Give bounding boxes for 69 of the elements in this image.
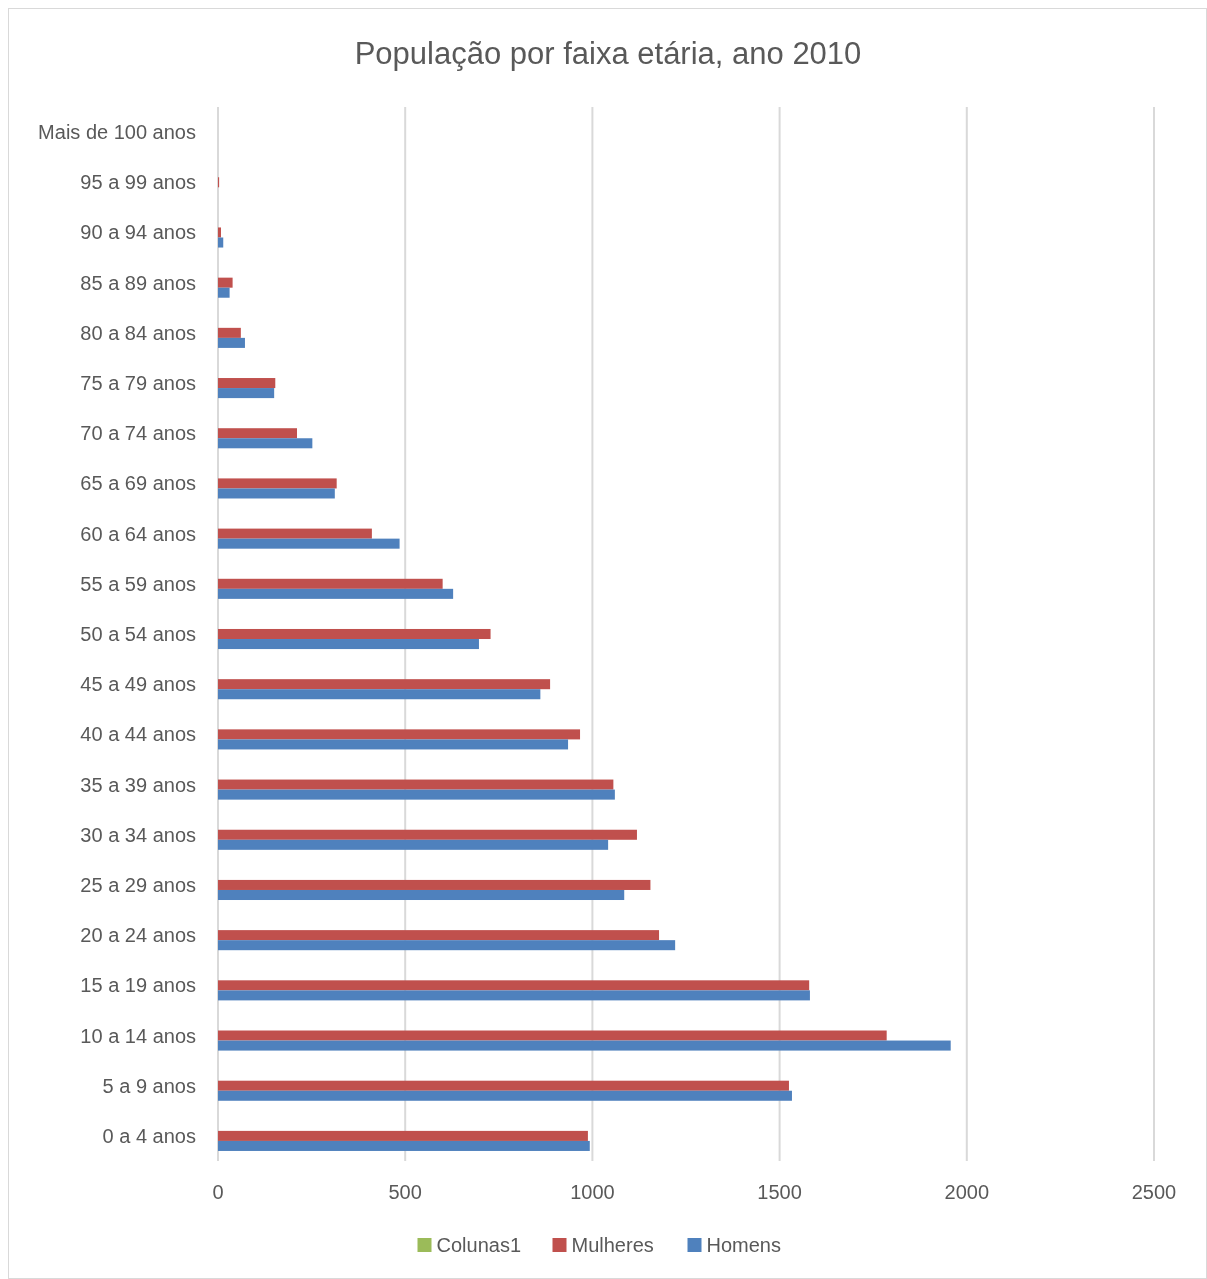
y-tick-label: 0 a 4 anos (102, 1124, 196, 1147)
x-tick-label: 2500 (1131, 1181, 1177, 1203)
bar (218, 779, 614, 790)
bar (218, 940, 676, 951)
legend-label: Mulheres (571, 1234, 654, 1256)
bar (218, 980, 810, 991)
bar (218, 990, 810, 1001)
x-tick-label: 500 (388, 1181, 422, 1203)
y-tick-label: 70 a 74 anos (80, 422, 196, 445)
bar (218, 438, 313, 449)
bar (218, 930, 660, 941)
bar (218, 679, 551, 690)
y-tick-label: Mais de 100 anos (38, 121, 196, 144)
bar (218, 829, 637, 840)
x-tick-label: 2000 (944, 1181, 990, 1203)
y-tick-label: 75 a 79 anos (80, 372, 196, 395)
bar (218, 879, 651, 890)
bar (218, 739, 569, 750)
bar (218, 588, 454, 599)
y-tick-label: 10 a 14 anos (80, 1024, 196, 1047)
y-tick-label: 80 a 84 anos (80, 321, 196, 344)
bar (218, 1030, 887, 1041)
bar (218, 227, 221, 238)
y-tick-label: 50 a 54 anos (80, 623, 196, 645)
bar (218, 628, 491, 640)
y-tick-label: 85 a 89 anos (80, 271, 196, 294)
x-tick-label: 0 (212, 1181, 224, 1203)
bar (218, 488, 335, 499)
bar (218, 378, 276, 389)
bar (218, 789, 615, 800)
bar (218, 1040, 951, 1051)
y-tick-label: 45 a 49 anos (80, 673, 196, 696)
y-tick-label: 90 a 94 anos (80, 221, 196, 244)
y-tick-label: 40 a 44 anos (80, 723, 196, 746)
bar (218, 1140, 590, 1151)
bar (218, 889, 625, 901)
bar (218, 388, 275, 399)
y-tick-label: 25 a 29 anos (80, 873, 196, 896)
y-tick-label: 15 a 19 anos (80, 974, 196, 997)
y-tick-label: 35 a 39 anos (80, 773, 196, 796)
y-tick-label: 30 a 34 anos (80, 823, 196, 846)
chart-title: População por faixa etária, ano 2010 (354, 36, 862, 71)
bar (218, 528, 372, 539)
bar (218, 327, 241, 338)
y-tick-label: 5 a 9 anos (102, 1074, 196, 1097)
bar (218, 237, 224, 248)
bar (218, 839, 609, 850)
legend-label: Homens (706, 1234, 781, 1256)
bar (218, 478, 337, 489)
bar (218, 639, 479, 650)
bar (218, 1130, 588, 1141)
y-tick-label: 55 a 59 anos (80, 572, 196, 595)
bar (218, 1080, 789, 1091)
bar (218, 578, 443, 589)
bar (218, 287, 230, 298)
y-tick-label: 65 a 69 anos (80, 472, 196, 495)
bar (218, 1090, 792, 1101)
x-tick-label: 1000 (570, 1181, 615, 1203)
bar (218, 729, 581, 740)
bar (218, 428, 297, 439)
y-tick-label: 60 a 64 anos (80, 522, 196, 545)
x-tick-label: 1500 (757, 1181, 802, 1203)
y-tick-label: 20 a 24 anos (80, 924, 196, 947)
bar (218, 277, 233, 288)
bar (218, 538, 400, 549)
bar (218, 689, 541, 700)
legend-label: Colunas1 (436, 1234, 522, 1256)
y-tick-label: 95 a 99 anos (80, 171, 196, 194)
bar (218, 337, 245, 348)
